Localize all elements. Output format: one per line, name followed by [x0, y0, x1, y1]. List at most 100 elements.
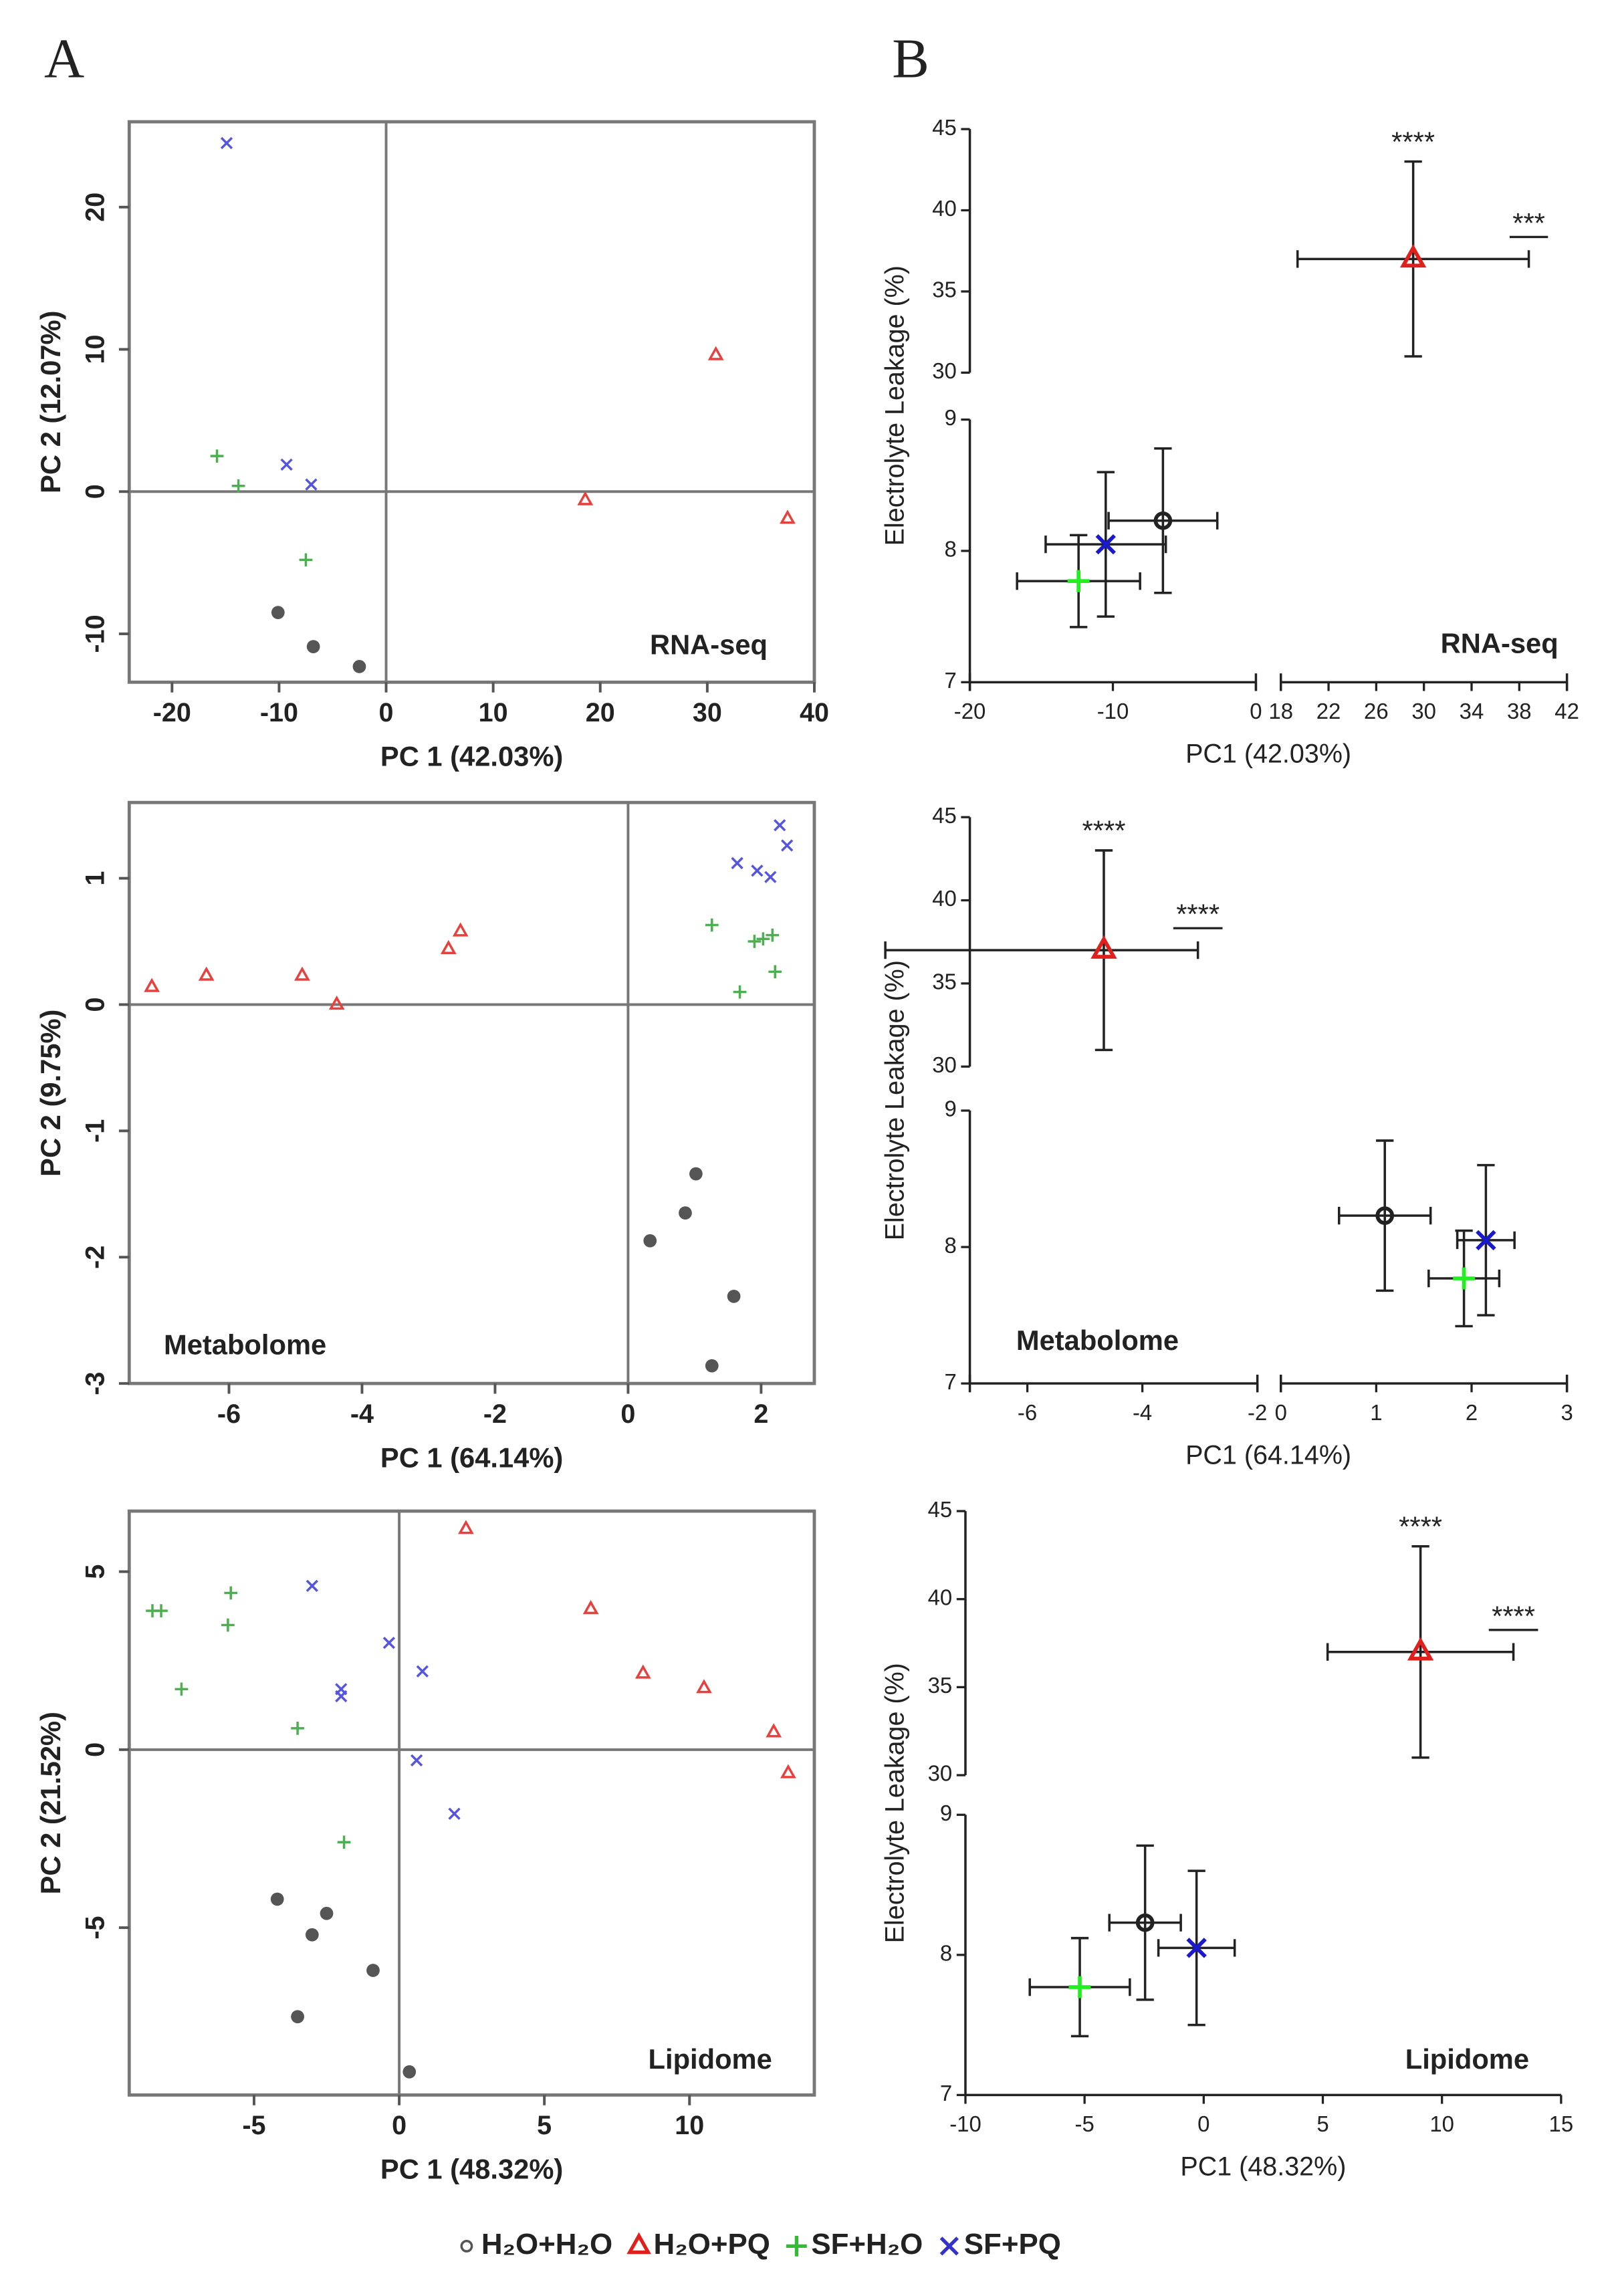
x-tick-label: 38: [1507, 699, 1532, 723]
panel-label: Lipidome: [1405, 2043, 1529, 2075]
marker-circle: [291, 2010, 304, 2024]
plot-frame: [127, 1509, 816, 2097]
marker-triangle: [452, 922, 469, 937]
marker-plus: [337, 1835, 351, 1849]
y-error-bar: [1154, 447, 1172, 594]
x-tick-label: 5: [537, 2111, 552, 2140]
marker-plus: [1068, 1976, 1091, 1998]
x-axis-title: PC 1 (42.03%): [380, 740, 563, 772]
y-tick-label: -3: [80, 1372, 110, 1395]
marker-circle: [705, 1359, 719, 1373]
marker-triangle: [144, 978, 160, 992]
marker-circle: [460, 2240, 473, 2253]
y-tick-label: 0: [80, 998, 110, 1012]
x-tick-label: -10: [260, 698, 298, 727]
y-tick-label: 30: [932, 358, 957, 383]
x-tick-label: 0: [1250, 699, 1262, 723]
marker-circle: [689, 1167, 703, 1181]
marker-x: [410, 1754, 423, 1766]
x-tick-label: 30: [693, 698, 722, 727]
x-tick-label: -10: [1097, 699, 1129, 723]
x-tick-label: -4: [350, 1399, 374, 1429]
y-tick-label: 45: [932, 803, 957, 828]
marker-triangle: [582, 1600, 599, 1615]
marker-plus: [221, 1618, 235, 1632]
x-tick-label: 3: [1561, 1400, 1573, 1425]
y-tick-label: 40: [928, 1585, 953, 1609]
x-tick-label: -4: [1133, 1400, 1152, 1425]
significance-label: ***: [1512, 207, 1545, 239]
marker-circle: [320, 1906, 334, 1920]
marker-plus: [747, 935, 762, 948]
marker-triangle: [626, 2232, 651, 2255]
panel-label: RNA-seq: [1441, 627, 1559, 659]
marker-x: [305, 478, 318, 491]
x-axis-title: PC 1 (64.14%): [380, 1442, 563, 1473]
marker-triangle: [635, 1664, 651, 1679]
panel-label: Metabolome: [1016, 1325, 1179, 1356]
marker-circle: [727, 1289, 741, 1303]
y-tick-label: 7: [945, 668, 957, 693]
marker-triangle: [1407, 1637, 1434, 1661]
y-axis-title: PC 2 (9.75%): [35, 1010, 66, 1177]
marker-circle: [1375, 1206, 1395, 1225]
x-tick-label: 15: [1549, 2111, 1574, 2136]
y-tick-label: 45: [932, 115, 957, 140]
marker-x: [306, 1579, 318, 1593]
legend-label: SF+PQ: [964, 2228, 1061, 2261]
marker-triangle: [766, 1723, 782, 1738]
marker-x: [448, 1807, 461, 1820]
x-tick-label: 42: [1554, 699, 1579, 723]
marker-x: [220, 136, 233, 150]
y-axis-title: PC 2 (12.07%): [35, 311, 66, 493]
panel-label: RNA-seq: [650, 629, 768, 661]
y-axis-title: Electrolyte Leakage (%): [880, 265, 909, 546]
marker-circle: [643, 1234, 657, 1248]
y-tick-label: 9: [945, 405, 957, 430]
marker-x: [280, 458, 293, 471]
y-tick-label: -10: [80, 614, 110, 653]
x-tick-label: -20: [153, 698, 191, 727]
panel-label: Metabolome: [164, 1329, 326, 1360]
x-tick-label: 10: [479, 698, 508, 727]
marker-x: [939, 2236, 959, 2256]
x-tick-label: 18: [1268, 699, 1293, 723]
y-error-bar: [1376, 1139, 1394, 1292]
marker-plus: [154, 1604, 168, 1618]
marker-x: [774, 819, 786, 832]
x-tick-label: 22: [1316, 699, 1341, 723]
marker-triangle: [440, 939, 457, 955]
x-tick-label: -6: [1018, 1400, 1037, 1425]
x-tick-label: 34: [1460, 699, 1484, 723]
marker-triangle: [780, 509, 796, 524]
marker-triangle: [707, 346, 724, 360]
x-tick-label: 30: [1411, 699, 1436, 723]
y-tick-label: 9: [945, 1097, 957, 1121]
marker-triangle: [458, 1520, 474, 1534]
x-axis-title: PC 1 (48.32%): [380, 2154, 563, 2185]
marker-x: [382, 1636, 396, 1649]
marker-triangle: [198, 966, 215, 981]
marker-x: [781, 839, 794, 852]
y-tick-label: -5: [80, 1916, 110, 1940]
x-tick-label: 10: [675, 2111, 704, 2140]
y-axis-title: Electrolyte Leakage (%): [880, 1663, 909, 1943]
y-tick-label: 8: [945, 537, 957, 562]
marker-x: [1186, 1938, 1207, 1958]
plot-frame: [127, 800, 816, 1385]
panel-label: Lipidome: [649, 2043, 772, 2075]
marker-x: [751, 865, 764, 877]
x-tick-label: 1: [1370, 1400, 1382, 1425]
y-tick-label: 8: [940, 1941, 952, 1966]
x-tick-label: -5: [1075, 2111, 1094, 2136]
x-tick-label: 40: [800, 698, 829, 727]
legend-label: H₂O+H₂O: [481, 2228, 612, 2261]
x-tick-label: 0: [1275, 1400, 1287, 1425]
y-tick-label: 1: [80, 871, 110, 886]
legend-label: H₂O+PQ: [654, 2228, 770, 2261]
x-axis-title: PC1 (64.14%): [1185, 1440, 1351, 1470]
x-tick-label: 0: [620, 1399, 635, 1429]
y-tick-label: 35: [928, 1673, 953, 1698]
